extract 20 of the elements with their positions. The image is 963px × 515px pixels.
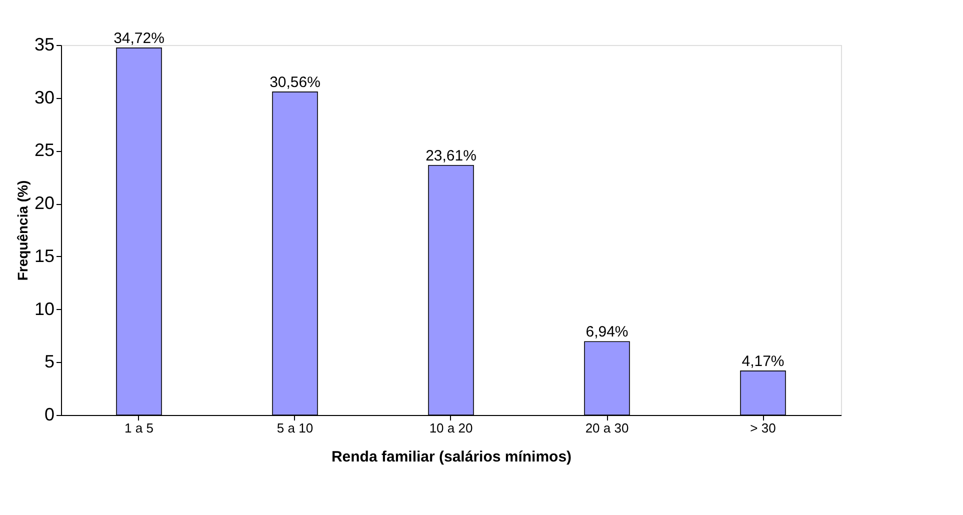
x-tick-label: 10 a 20 (429, 420, 473, 436)
y-tick-label: 30 (34, 87, 54, 108)
y-axis-title: Frequência (%) (14, 180, 30, 281)
data-label: 34,72% (114, 30, 164, 47)
x-tick-label: 20 a 30 (585, 420, 629, 436)
y-tick-label: 5 (44, 352, 54, 372)
data-label: 4,17% (742, 352, 784, 370)
data-label: 23,61% (426, 147, 476, 164)
x-tick-label: 1 a 5 (124, 420, 154, 436)
y-tick-label: 15 (34, 246, 54, 266)
x-tick-label: 5 a 10 (276, 420, 314, 436)
y-tick-label: 20 (34, 193, 54, 214)
data-label: 6,94% (586, 324, 628, 341)
y-tick-label: 35 (34, 34, 54, 54)
y-tick-label: 25 (34, 140, 54, 160)
data-label: 30,56% (270, 74, 320, 91)
x-tick-label: > 30 (750, 420, 776, 436)
x-axis-title: Renda familiar (salários mínimos) (331, 448, 572, 466)
y-tick-label: 10 (34, 298, 54, 319)
y-tick-label: 0 (44, 404, 54, 424)
